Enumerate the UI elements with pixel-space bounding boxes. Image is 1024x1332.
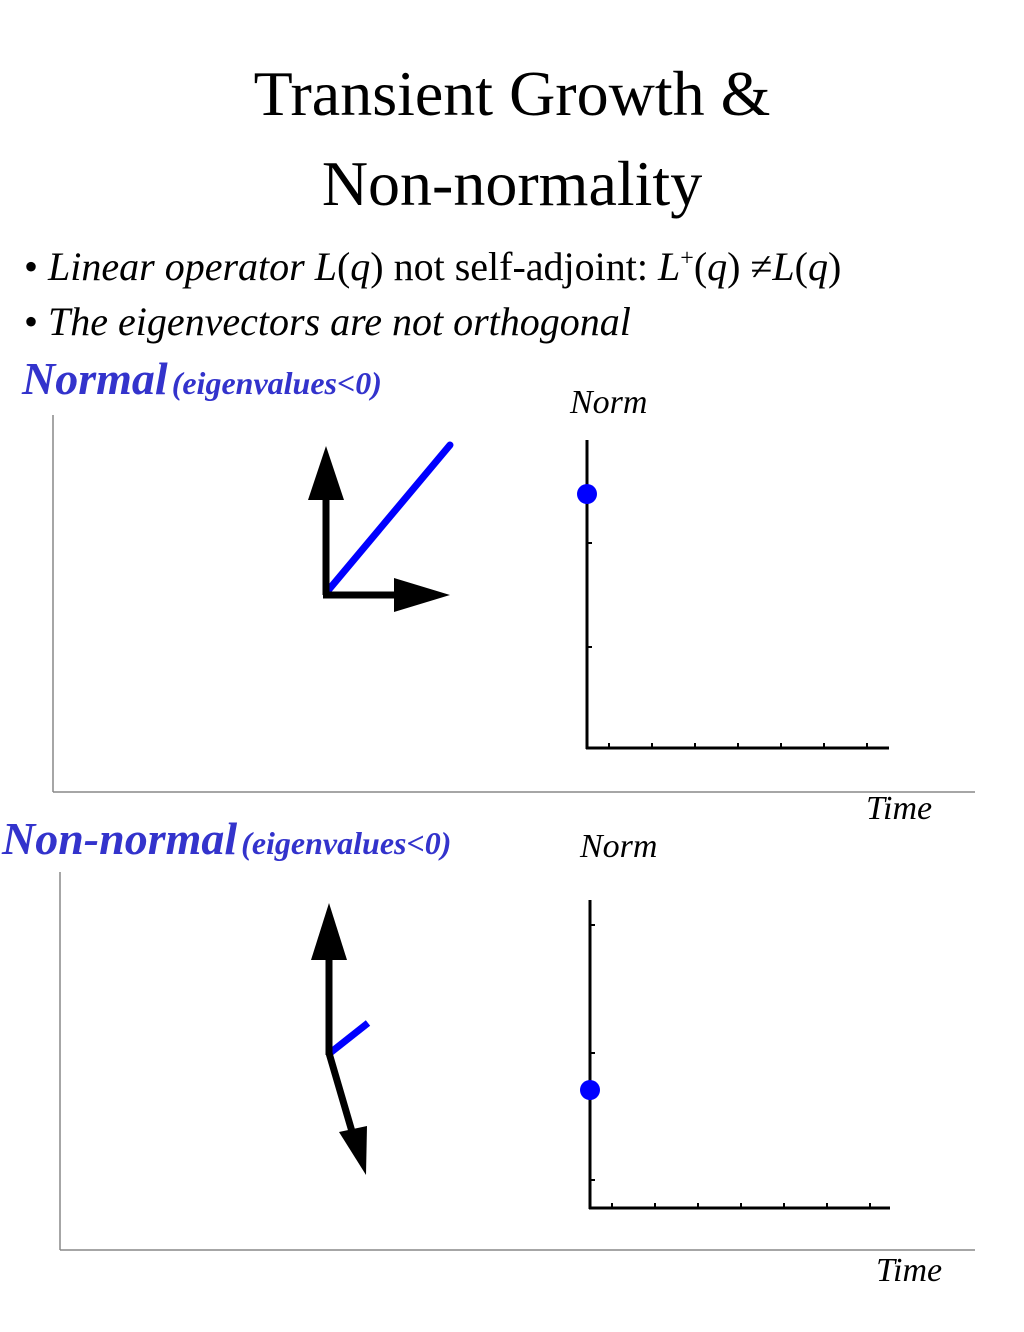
nonnormal-down-arrowhead — [339, 1126, 367, 1175]
title-line-1: Transient Growth & — [253, 58, 771, 129]
nonnormal-down-arrow — [325, 1052, 357, 1136]
nonnormal-heading-sub: (eigenvalues<0) — [241, 825, 452, 861]
bullet-middle-text: not self-adjoint: — [383, 244, 659, 289]
symbol-L-adjoint: L — [658, 244, 681, 289]
bullet-marker: • — [24, 299, 39, 344]
symbol-q: q — [350, 244, 371, 289]
nonnormal-panel-frame — [59, 872, 975, 1251]
nonnormal-vectors — [311, 903, 371, 1175]
symbol-L: L — [772, 244, 795, 289]
normal-norm-point — [577, 484, 597, 504]
symbol-q: q — [707, 244, 728, 289]
normal-norm-plot — [577, 440, 889, 750]
nonnormal-ylabel: Norm — [580, 828, 658, 865]
symbol-q: q — [808, 244, 828, 289]
normal-panel-frame — [52, 415, 975, 793]
symbol-L: L — [314, 244, 337, 289]
bullet-marker: • — [24, 244, 39, 289]
normal-vectors — [308, 441, 454, 612]
nonnormal-norm-point — [580, 1080, 600, 1100]
title-line-2: Non-normality — [321, 148, 703, 219]
normal-heading-text: Normal — [22, 353, 168, 404]
normal-heading: Normal (eigenvalues<0) — [22, 352, 382, 405]
normal-xlabel: Time — [866, 790, 933, 827]
normal-horizontal-arrowhead — [394, 578, 450, 612]
superscript-plus: + — [680, 245, 694, 272]
normal-heading-sub: (eigenvalues<0) — [171, 365, 382, 401]
bullet-lead: Linear operator — [48, 244, 315, 289]
nonnormal-blue-vector — [327, 1020, 371, 1056]
bullet-operator: • Linear operator L(q) not self-adjoint:… — [24, 244, 842, 289]
nonnormal-norm-plot — [580, 900, 890, 1210]
nonnormal-xlabel: Time — [876, 1252, 943, 1289]
nonnormal-up-arrowhead — [311, 903, 347, 960]
bullet-text: The eigenvectors are not orthogonal — [48, 299, 631, 344]
normal-vertical-arrowhead — [308, 446, 344, 500]
normal-ylabel: Norm — [570, 384, 648, 421]
bullet-eigenvectors: • The eigenvectors are not orthogonal — [24, 298, 631, 345]
nonnormal-heading-text: Non-normal — [2, 813, 238, 864]
nonnormal-heading: Non-normal (eigenvalues<0) — [2, 812, 451, 865]
normal-blue-vector — [322, 441, 454, 597]
neq-symbol: ≠ — [740, 244, 773, 289]
